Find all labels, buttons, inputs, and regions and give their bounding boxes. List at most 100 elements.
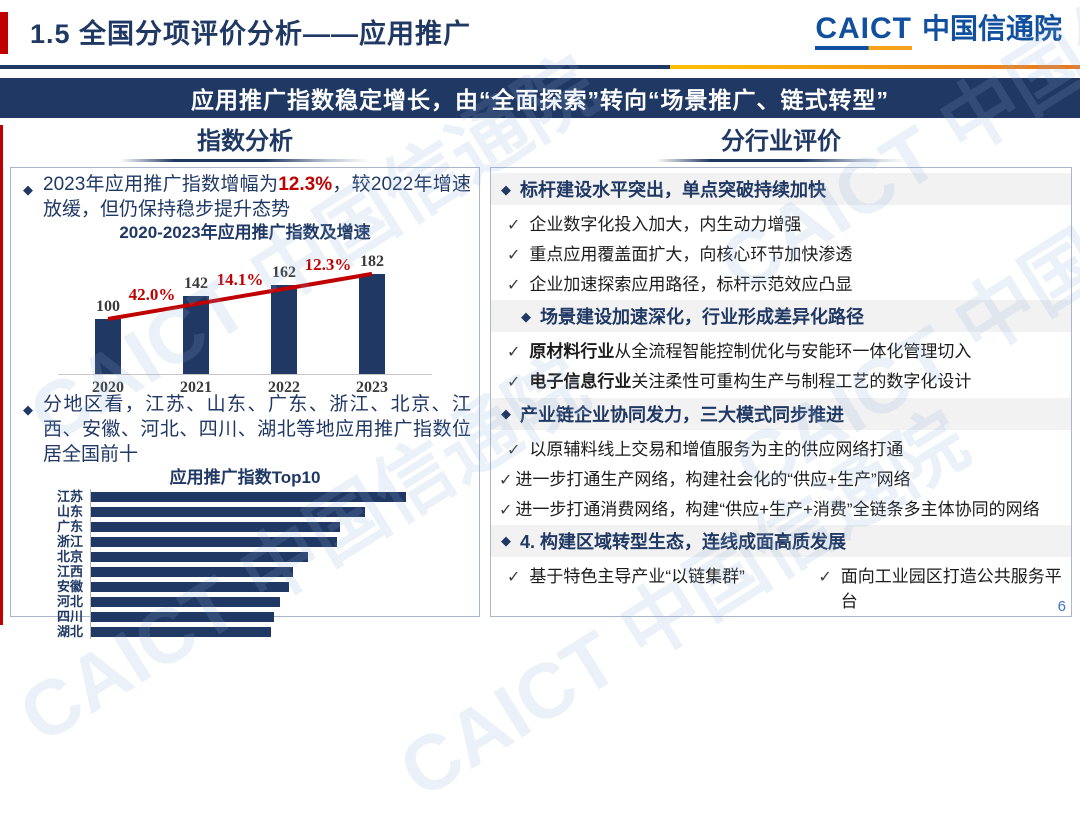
check-icon: ✓ [507,247,521,265]
industry-check-bold: 原材料行业 [529,342,615,362]
industry-check-item: ✓ 面向工业园区打造公共服务平台 [818,562,1063,612]
industry-evaluation-heading: 分行业评价 [721,128,841,155]
industry-section-header-text: 标杆建设水平突出，单点突破持续加快 [520,180,826,200]
check-icon: ✓ [507,277,521,295]
diamond-bullet-icon: ◆ [501,181,511,197]
header-divider [0,65,1080,69]
divider-blue-segment [0,65,670,69]
index-bar-chart: 100 2020 142 2021 162 2022 182 2023 42.0% 14.1% 12… [50,244,440,396]
diamond-bullet-icon: ◆ [501,406,511,422]
page-number: 6 [1057,598,1066,615]
industry-section-header: ◆ 场景建设加速深化，行业形成差异化路径 [491,300,1071,333]
check-icon: ✓ [507,374,521,392]
top10-bar-cell [90,519,471,534]
industry-check-item: ✓ 企业加速探索应用路径，标杆示范效应凸显 [491,270,1071,295]
top10-bar [91,491,406,502]
industry-check-item: ✓ 进一步打通消费网络，构建“供应+生产+消费”全链条多主体协同的网络 [491,495,1071,520]
industry-check-item: ✓ 以原辅料线上交易和增值服务为主的供应网络打通 [491,435,1071,460]
top10-bar-cell [90,624,471,639]
index-analysis-heading: 指数分析 [197,128,293,155]
key-message-banner: 应用推广指数稳定增长，由“全面探索”转向“场景推广、链式转型” [0,78,1080,118]
x-axis-line [58,374,432,375]
caict-logo-underline [815,46,912,50]
x-axis-tick-label: 2023 [356,379,388,396]
industry-check-item: ✓ 企业数字化投入加大，内生动力增强 [491,210,1071,235]
top10-chart-rows: 江苏 山东 广东 浙江 北京 江西 安徽 河北 四川 湖北 [37,489,471,639]
top10-row: 湖北 [37,624,471,639]
top10-bar [91,596,280,607]
industry-check-text: 原材料行业从全流程智能控制优化与安能环一体化管理切入 [529,342,972,362]
top10-province-label: 北京 [56,549,83,564]
industry-check-item: ✓ 进一步打通生产网络，构建社会化的“供应+生产”网络 [491,465,1071,490]
bar-value-label: 162 [272,263,296,281]
top10-row: 浙江 [37,534,471,549]
caict-logo-en: CAICT [815,12,912,45]
top10-bar-cell [90,489,471,504]
caict-logo: CAICT 中国信通院 [815,12,1062,50]
bar-value-label: 100 [96,298,120,315]
industry-check-text: 进一步打通消费网络，构建“供应+生产+消费”全链条多主体协同的网络 [515,499,1040,519]
top10-chart-title: 应用推广指数Top10 [169,468,321,487]
index-bar-chart-title: 2020-2023年应用推广指数及增速 [119,223,371,242]
industry-section-header-text: 产业链企业协同发力，三大模式同步推进 [520,404,844,425]
industry-section-header-text: 场景建设加速深化，行业形成差异化路径 [540,307,864,328]
top10-bar-cell [90,534,471,549]
industry-section-header: ◆ 产业链企业协同发力，三大模式同步推进 [491,397,1071,430]
title-accent-bar [0,12,8,54]
index-bar [271,284,297,374]
check-icon: ✓ [507,441,521,459]
top10-province-label: 河北 [56,594,83,609]
top10-row: 河北 [37,594,471,609]
industry-check-pair-row: ✓ 基于特色主导产业“以链集群” ✓ 面向工业园区打造公共服务平台 [491,562,1071,612]
bullet1-pre: 2023年应用推广指数增幅为 [43,174,279,195]
industry-evaluation-panel: 分行业评价 ◆ 标杆建设水平突出，单点突破持续加快 ✓ 企业数字化投入加大，内生动力增… [490,127,1072,617]
industry-check-text: 进一步打通生产网络，构建社会化的“供应+生产”网络 [515,469,911,489]
check-icon: ✓ [818,568,832,586]
top10-bar [91,521,340,532]
check-icon: ✓ [499,501,513,519]
index-bullet-2: ◆ 分地区看，江苏、山东、广东、浙江、北京、江西、安徽、河北、四川、湖北等地应用… [19,392,471,467]
industry-check-item: ✓ 基于特色主导产业“以链集群” [507,562,818,612]
divider-orange-segment [669,65,1080,69]
top10-bar [91,566,293,577]
check-icon: ✓ [507,217,521,235]
growth-rate-label: 14.1% [216,270,264,290]
industry-section-header: ◆ 4. 构建区域转型生态，连线成面高质发展 [491,524,1071,557]
top10-province-label: 安徽 [56,579,83,594]
top10-row: 四川 [37,609,471,624]
top10-bar [91,626,271,637]
industry-check-text: 企业加速探索应用路径，标杆示范效应凸显 [529,275,853,295]
top10-row: 江苏 [37,489,471,504]
index-bar [183,295,209,374]
index-bullet-1: ◆ 2023年应用推广指数增幅为12.3%，较2022年增速放缓，但仍保持稳步提… [19,172,471,222]
top10-bar-cell [90,564,471,579]
top10-bar-cell [90,504,471,519]
top10-row: 北京 [37,549,471,564]
top10-bar-cell [90,549,471,564]
industry-section-header: ◆ 标杆建设水平突出，单点突破持续加快 [491,173,1071,205]
growth-trend-line [107,271,373,321]
index-bullet-2-text: 分地区看，江苏、山东、广东、浙江、北京、江西、安徽、河北、四川、湖北等地应用推广… [43,394,471,465]
caict-logo-cn: 中国信通院 [921,13,1062,44]
top10-bar-cell [90,609,471,624]
growth-rate-label: 42.0% [128,285,176,305]
industry-evaluation-heading-underline [656,159,906,162]
top10-bar-cell [90,579,471,594]
top10-province-label: 广东 [56,519,83,534]
diamond-bullet-icon: ◆ [501,533,511,549]
industry-check-text: 基于特色主导产业“以链集群” [529,566,745,586]
slide-content: 指数分析 ◆ 2023年应用推广指数增幅为12.3%，较2022年增速放缓，但仍… [0,125,1080,639]
left-edge-accent-line [0,125,3,625]
x-axis-tick-label: 2020 [92,379,124,396]
top10-row: 广东 [37,519,471,534]
check-icon: ✓ [507,344,521,362]
growth-rate-label: 12.3% [304,255,352,275]
industry-check-text: 企业数字化投入加大，内生动力增强 [529,215,802,235]
top10-province-label: 四川 [56,609,83,624]
index-bullet-1-text: 2023年应用推广指数增幅为12.3%，较2022年增速放缓，但仍保持稳步提升态… [43,172,471,222]
industry-check-bold: 电子信息行业 [529,372,632,392]
top10-province-label: 湖北 [56,624,83,639]
slide-header: 1.5 全国分项评价分析——应用推广 CAICT 中国信通院 [0,0,1080,64]
bullet1-post: ，较2022年增速放缓，但仍保持稳步提升态势 [43,174,471,220]
key-message-text: 应用推广指数稳定增长，由“全面探索”转向“场景推广、链式转型” [191,87,889,113]
